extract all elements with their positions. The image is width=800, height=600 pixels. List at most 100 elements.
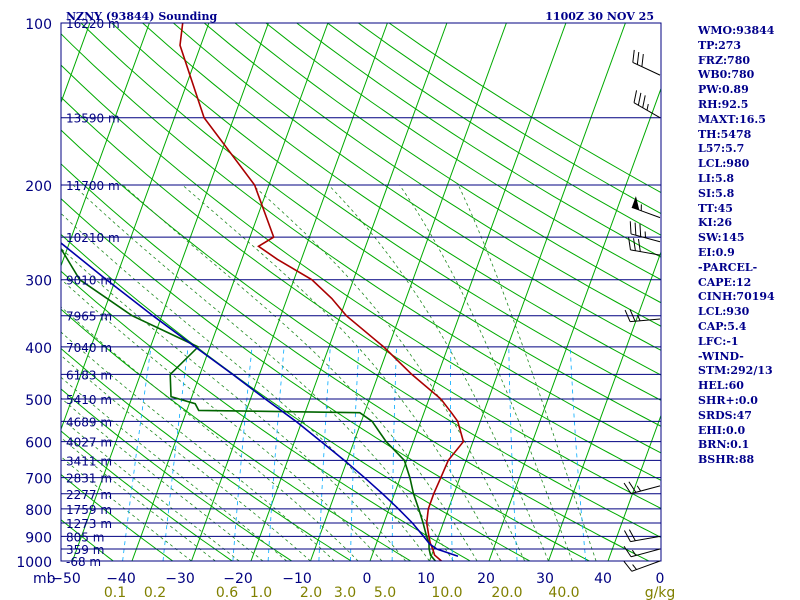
height-label: 7965 m — [66, 310, 112, 324]
moist-adiabat — [61, 306, 359, 561]
moist-adiabat — [61, 212, 430, 561]
mixing-ratio-line — [318, 346, 331, 561]
height-label: 1759 m — [66, 503, 112, 517]
mixing-ratio-tick-label: 40.0 — [548, 585, 579, 600]
barb-full — [628, 481, 637, 493]
temperature-tick-label: 0 — [656, 571, 665, 587]
barb-half — [637, 314, 641, 321]
barb-full — [624, 309, 631, 322]
index-item: TH:5478 — [698, 127, 752, 141]
barb-full — [629, 309, 636, 322]
barb-full — [629, 221, 632, 234]
isotherm — [250, 23, 448, 561]
height-label: 3411 m — [66, 454, 112, 468]
height-label: 4689 m — [66, 415, 112, 429]
height-label: 2831 m — [66, 472, 112, 486]
isotherm — [61, 23, 210, 431]
wind-barb — [623, 529, 661, 543]
barb-full — [628, 529, 636, 541]
height-label: 11700 m — [66, 179, 120, 193]
moist-adiabat — [61, 437, 216, 561]
index-item: BSHR:88 — [698, 453, 755, 467]
barb-half — [636, 485, 642, 492]
pressure-tick-label: 400 — [25, 341, 52, 357]
indices-list: WMO:93844 TP:273 FRZ:780 WB0:780 PW:0.89 RH:9… — [698, 24, 798, 468]
title-left: NZNY (93844) Sounding — [66, 10, 217, 23]
parcel-trace — [61, 242, 459, 558]
mixing-ratio-tick-label: 1.0 — [250, 585, 272, 600]
barb-full — [623, 545, 632, 558]
height-label: 6183 m — [66, 368, 112, 382]
mixing-ratio-tick-label: 0.1 — [104, 585, 126, 600]
index-item: -PARCEL- — [698, 260, 758, 274]
temperature-tick-label: 20 — [477, 571, 495, 587]
height-label: 9010 m — [66, 274, 112, 288]
height-label: 10210 m — [66, 231, 120, 245]
index-item: RH:92.5 — [698, 97, 749, 111]
mixing-ratio-line — [391, 346, 397, 561]
moist-adiabat — [328, 184, 549, 561]
barb-full — [637, 239, 641, 252]
sounding-traces — [61, 23, 465, 561]
index-item: HEL:60 — [698, 379, 744, 393]
index-item: STM:292/13 — [698, 364, 773, 378]
index-item: LCL:980 — [698, 157, 750, 171]
barb-full — [632, 49, 635, 63]
height-label: 2277 m — [66, 488, 112, 502]
temperature-tick-label: 0 — [363, 571, 372, 587]
moist-adiabat — [122, 184, 478, 561]
barb-full — [639, 223, 642, 237]
index-item: LCL:930 — [698, 305, 750, 319]
barb-staff — [631, 560, 661, 572]
wind-barb — [629, 221, 661, 243]
index-item: EHI:0.0 — [698, 423, 746, 437]
mixing-ratio-tick-label: 5.0 — [374, 585, 396, 600]
wind-barb — [628, 237, 661, 256]
barb-full — [628, 237, 631, 250]
height-label: 5410 m — [66, 393, 112, 407]
index-item: LI:5.8 — [698, 171, 735, 185]
dewpoint-trace — [61, 247, 437, 561]
wind-barb — [623, 545, 661, 558]
barb-full — [641, 54, 644, 67]
index-item: SRDS:47 — [698, 408, 752, 422]
index-item: CAPE:12 — [698, 275, 752, 289]
height-label: 805 m — [66, 530, 104, 544]
moist-adiabat — [458, 184, 597, 561]
isotherm — [369, 23, 567, 561]
index-item: CAP:5.4 — [698, 319, 747, 333]
moist-adiabat — [61, 247, 407, 561]
height-label: 359 m — [66, 543, 104, 557]
height-label: 4027 m — [66, 436, 112, 450]
background-grid — [61, 23, 661, 561]
index-item: EI:0.9 — [698, 245, 735, 259]
mixing-ratio-tick-label: 0.2 — [144, 585, 166, 600]
temperature-tick-label: −30 — [165, 571, 195, 587]
mixing-ratio-tick-label: 20.0 — [491, 585, 522, 600]
x-axis-label: mb — [33, 571, 56, 587]
pressure-tick-label: 500 — [25, 393, 52, 409]
mixing-ratio-line — [449, 346, 453, 561]
moist-adiabat — [61, 417, 240, 561]
pressure-tick-label: 100 — [25, 17, 52, 33]
moist-adiabat — [61, 278, 383, 561]
barb-full — [634, 222, 637, 236]
index-item: -WIND- — [698, 349, 744, 363]
index-item: SI:5.8 — [698, 186, 735, 200]
barb-full — [633, 90, 638, 103]
wind-barb — [623, 481, 661, 495]
barb-half — [632, 564, 637, 570]
moist-adiabat — [61, 456, 192, 561]
height-label: 1273 m — [66, 517, 112, 531]
mixing-ratio-tick-label: 10.0 — [431, 585, 462, 600]
wind-barbs — [623, 49, 661, 572]
isotherm — [429, 23, 626, 561]
barb-full — [636, 51, 640, 65]
mixing-ratio-line — [508, 346, 518, 561]
mixing-ratio-tick-label: 3.0 — [334, 585, 356, 600]
moist-adiabat — [72, 184, 454, 561]
index-item: FRZ:780 — [698, 53, 751, 67]
mixing-ratio-line — [232, 346, 253, 561]
index-item: WB0:780 — [698, 68, 755, 82]
